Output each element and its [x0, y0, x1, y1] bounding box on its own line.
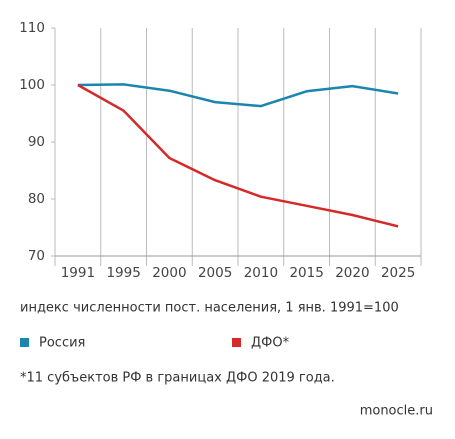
x-tick-label: 2005 — [198, 265, 232, 281]
footnote: *11 субъектов РФ в границах ДФО 2019 год… — [20, 371, 335, 386]
data-line — [77, 83, 399, 108]
y-tick-label: 80 — [28, 191, 45, 207]
x-tick-label: 2015 — [289, 265, 323, 281]
y-tick-label: 90 — [28, 134, 45, 150]
y-tick-label: 110 — [19, 20, 45, 36]
x-tick-label: 2020 — [335, 265, 369, 281]
data-line — [77, 83, 399, 228]
x-tick-label: 2010 — [244, 265, 278, 281]
x-tick-label: 1995 — [106, 265, 140, 281]
x-tick-label: 1991 — [61, 265, 95, 281]
subtitle: индекс численности пост. населения, 1 ян… — [20, 301, 399, 316]
legend-label: ДФО* — [251, 336, 290, 351]
legend-label: Россия — [39, 336, 85, 351]
source: monocle.ru — [360, 404, 433, 419]
y-tick-label: 70 — [28, 248, 45, 264]
legend-swatch — [232, 338, 241, 347]
x-tick-label: 2025 — [381, 265, 415, 281]
x-tick-label: 2000 — [152, 265, 186, 281]
y-tick-label: 100 — [19, 77, 45, 93]
legend-swatch — [20, 338, 29, 347]
